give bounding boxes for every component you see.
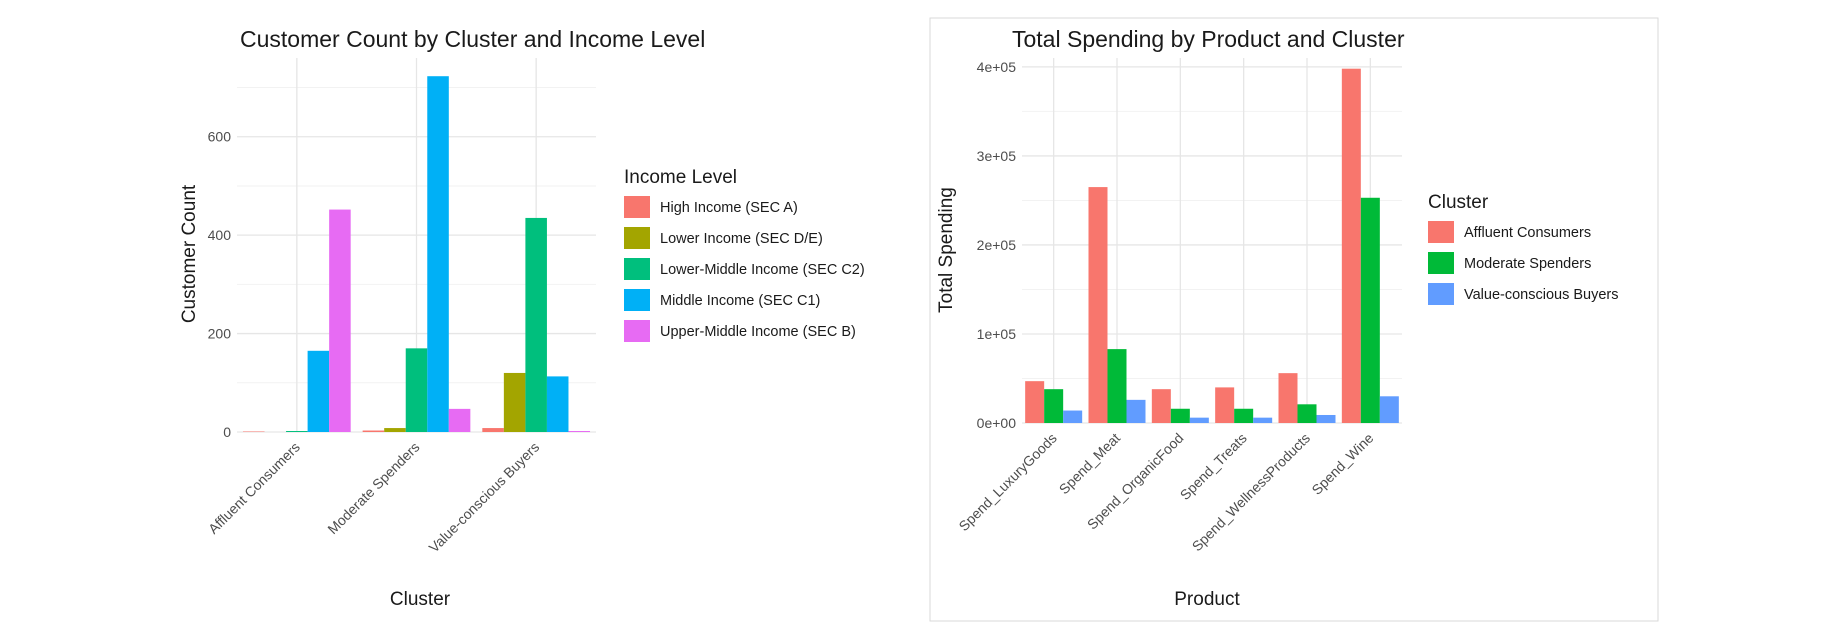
chart1-legend-key-middle-income-sec-c1: [624, 289, 650, 311]
chart1-y-axis-title: Customer Count: [179, 184, 200, 323]
chart2-bar-spend-treats-affluent-consumers: [1215, 387, 1235, 423]
chart2-x-tick-label-spend-wine: Spend_Wine: [1308, 430, 1376, 498]
chart1-bar-affluent-consumers-upper-middle-income-sec-b: [329, 209, 351, 432]
chart1-y-tick-label: 400: [208, 227, 232, 243]
chart2-bar-spend-luxurygoods-value-conscious-buyers: [1063, 410, 1083, 423]
chart1-x-tick-label-moderate-spenders: Moderate Spenders: [324, 439, 422, 537]
chart2-bar-spend-wine-moderate-spenders: [1360, 197, 1380, 423]
chart2-bar-spend-wine-value-conscious-buyers: [1379, 396, 1399, 423]
chart2-x-tick-label-spend-luxurygoods: Spend_LuxuryGoods: [955, 430, 1059, 534]
chart2-title: Total Spending by Product and Cluster: [1012, 26, 1405, 52]
chart2-bar-spend-wellnessproducts-affluent-consumers: [1278, 373, 1298, 423]
chart2-bar-spend-meat-moderate-spenders: [1107, 349, 1127, 423]
chart2-y-tick-label: 0e+00: [977, 415, 1017, 431]
chart1-bar-moderate-spenders-middle-income-sec-c1: [427, 76, 449, 433]
chart2-bars: [1025, 68, 1399, 424]
chart1-legend-key-lower-income-sec-d-e: [624, 227, 650, 249]
chart1-bar-moderate-spenders-lower-income-sec-d-e: [384, 428, 406, 432]
chart1-bar-affluent-consumers-middle-income-sec-c1: [307, 350, 330, 432]
chart2-bar-spend-treats-moderate-spenders: [1234, 408, 1254, 423]
chart2-legend-label-affluent-consumers: Affluent Consumers: [1464, 225, 1591, 241]
chart1-x-ticks: Affluent Consumers Moderate Spenders Value…: [205, 439, 542, 556]
right-panel-frame: [929, 17, 1659, 622]
chart2-bar-spend-meat-value-conscious-buyers: [1126, 399, 1146, 423]
chart1-legend-label-lower-income-sec-d-e: Lower Income (SEC D/E): [660, 231, 823, 247]
chart1-bar-value-conscious-buyers-lower-middle-income-sec-c2: [525, 217, 547, 432]
chart1-bar-affluent-consumers-lower-middle-income-sec-c2: [286, 431, 308, 432]
chart1-bars: [242, 76, 591, 433]
chart2-y-tick-label: 2e+05: [977, 237, 1017, 253]
chart1-legend-key-high-income-sec-a: [624, 196, 650, 218]
chart1-bar-moderate-spenders-lower-middle-income-sec-c2: [405, 348, 428, 432]
chart2-bar-spend-organicfood-moderate-spenders: [1170, 408, 1190, 423]
chart2-y-tick-label: 1e+05: [977, 326, 1017, 342]
chart2-x-tick-label-spend-wellnessproducts: Spend_WellnessProducts: [1189, 430, 1313, 554]
chart1-legend-key-upper-middle-income-sec-b: [624, 320, 650, 342]
chart1-bar-moderate-spenders-high-income-sec-a: [362, 430, 385, 432]
chart2-x-axis-title: Product: [1174, 589, 1240, 610]
chart1-x-tick-label-affluent-consumers: Affluent Consumers: [205, 439, 303, 537]
chart1-y-ticks: 0 200 400 600: [208, 129, 232, 440]
chart2-y-ticks: 0e+00 1e+05 2e+05 3e+05 4e+05: [977, 59, 1017, 431]
chart1-x-tick-label-value-conscious-buyers: Value-conscious Buyers: [426, 439, 543, 556]
chart2-bar-spend-wellnessproducts-moderate-spenders: [1297, 404, 1317, 423]
chart1-legend-label-upper-middle-income-sec-b: Upper-Middle Income (SEC B): [660, 324, 856, 340]
chart1-bar-value-conscious-buyers-high-income-sec-a: [482, 428, 504, 432]
chart1-legend-label-middle-income-sec-c1: Middle Income (SEC C1): [660, 293, 820, 309]
chart2-bar-spend-meat-affluent-consumers: [1088, 187, 1108, 423]
chart2-bar-spend-luxurygoods-affluent-consumers: [1025, 381, 1045, 423]
chart1-bar-moderate-spenders-upper-middle-income-sec-b: [448, 408, 471, 432]
chart1-legend-label-high-income-sec-a: High Income (SEC A): [660, 200, 798, 216]
chart2-bar-spend-organicfood-affluent-consumers: [1151, 389, 1171, 423]
chart2-legend-label-moderate-spenders: Moderate Spenders: [1464, 256, 1591, 272]
chart1-y-tick-label: 600: [208, 129, 232, 145]
chart2-bar-spend-wellnessproducts-value-conscious-buyers: [1316, 414, 1336, 423]
chart2-x-ticks: Spend_LuxuryGoodsSpend_MeatSpend_Organic…: [955, 430, 1376, 555]
chart-total-spending: Total Spending by Product and Cluster 0e…: [936, 26, 1618, 610]
chart2-y-tick-label: 3e+05: [977, 148, 1017, 164]
chart1-y-tick-label: 200: [208, 326, 232, 342]
chart1-bar-value-conscious-buyers-upper-middle-income-sec-b: [568, 431, 591, 432]
chart2-legend-title: Cluster: [1428, 192, 1489, 213]
chart2-y-axis-title: Total Spending: [936, 187, 957, 313]
chart2-legend: Cluster Affluent Consumers Moderate Spend…: [1428, 192, 1618, 305]
chart2-bar-spend-wine-affluent-consumers: [1341, 68, 1361, 424]
chart1-y-tick-label: 0: [223, 424, 231, 440]
chart1-legend-label-lower-middle-income-sec-c2: Lower-Middle Income (SEC C2): [660, 262, 865, 278]
chart1-bar-value-conscious-buyers-middle-income-sec-c1: [546, 376, 569, 432]
chart2-legend-label-value-conscious-buyers: Value-conscious Buyers: [1464, 287, 1618, 303]
chart2-bar-spend-luxurygoods-moderate-spenders: [1044, 389, 1064, 423]
chart2-y-tick-label: 4e+05: [977, 59, 1017, 75]
chart2-legend-key-moderate-spenders: [1428, 252, 1454, 274]
chart1-bar-value-conscious-buyers-lower-income-sec-d-e: [503, 372, 526, 432]
chart2-bar-spend-treats-value-conscious-buyers: [1253, 417, 1273, 423]
chart1-legend: Income Level High Income (SEC A) Lower In…: [624, 167, 865, 342]
chart1-title: Customer Count by Cluster and Income Lev…: [240, 26, 705, 52]
chart2-legend-key-value-conscious-buyers: [1428, 283, 1454, 305]
chart1-x-axis-title: Cluster: [390, 589, 451, 610]
chart2-x-tick-label-spend-meat: Spend_Meat: [1056, 430, 1124, 498]
chart1-legend-key-lower-middle-income-sec-c2: [624, 258, 650, 280]
chart2-legend-key-affluent-consumers: [1428, 221, 1454, 243]
chart-customer-count: Customer Count by Cluster and Income Lev…: [179, 26, 865, 610]
chart2-bar-spend-organicfood-value-conscious-buyers: [1189, 417, 1209, 423]
chart1-legend-title: Income Level: [624, 167, 737, 188]
